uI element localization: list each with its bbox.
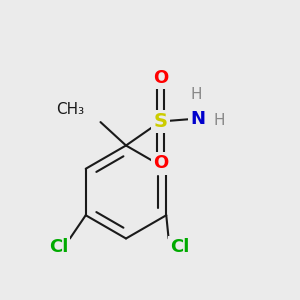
Text: Cl: Cl (170, 238, 190, 256)
Text: O: O (153, 154, 168, 172)
Text: O: O (153, 69, 168, 87)
Text: H: H (213, 113, 225, 128)
Text: Cl: Cl (49, 238, 68, 256)
Text: H: H (191, 87, 202, 102)
Text: N: N (190, 110, 206, 128)
Text: CH₃: CH₃ (56, 102, 84, 117)
Text: S: S (154, 112, 167, 131)
